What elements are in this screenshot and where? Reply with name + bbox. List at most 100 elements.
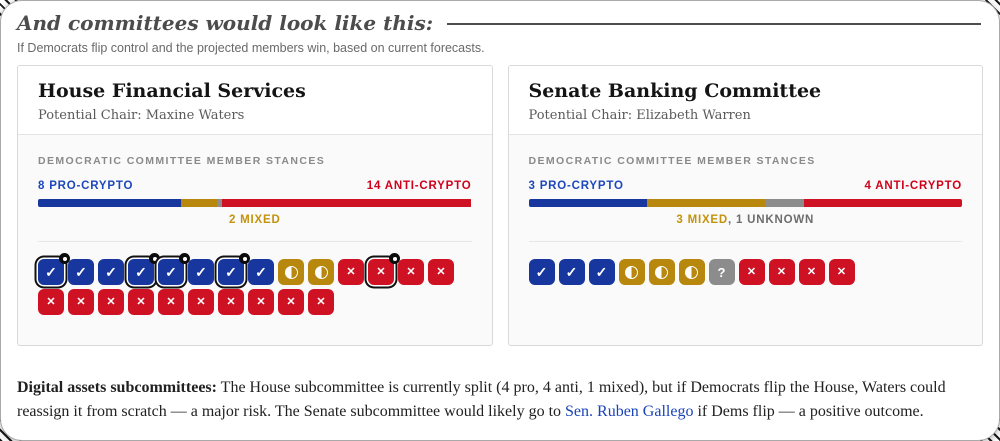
member-anti-icon[interactable]: ✕	[738, 259, 765, 285]
bar-segment-anti	[804, 199, 962, 207]
x-icon: ✕	[166, 295, 176, 308]
member-anti-icon[interactable]: ✕	[828, 259, 855, 285]
card-header: Senate Banking Committee Potential Chair…	[508, 66, 982, 135]
member-anti-icon[interactable]: ✕	[308, 289, 334, 315]
footnote-text-before-link: The House subcommittee is currently spli…	[17, 379, 946, 420]
member-anti-icon[interactable]: ✕	[38, 289, 64, 315]
check-icon: ✓	[255, 264, 267, 280]
member-icons-grid: ✓ ✓ ✓ ✓ ✓ ✓ ✓ ✓ ✕ ✕ ✕ ✕ ✕ ✕ ✕ ✕ ✕ ✕ ✕ ✕ ✕ ✕	[38, 253, 472, 315]
bar-segment-pro	[528, 199, 647, 207]
member-pro-icon[interactable]: ✓	[158, 253, 190, 285]
check-icon: ✓	[45, 264, 57, 280]
check-icon: ✓	[225, 264, 237, 280]
x-icon: ✕	[136, 295, 146, 308]
member-mixed-icon[interactable]	[678, 259, 705, 285]
member-anti-icon[interactable]: ✕	[798, 259, 825, 285]
member-anti-icon[interactable]: ✕	[278, 289, 304, 315]
pro-count-label: 8 PRO-CRYPTO	[38, 180, 134, 192]
bar-labels-row: 3 PRO-CRYPTO 4 ANTI-CRYPTO	[529, 180, 963, 192]
member-anti-icon[interactable]: ✕	[338, 259, 364, 285]
member-anti-icon[interactable]: ✕	[188, 289, 214, 315]
mixed-label-row: 3 MIXED, 1 UNKNOWN	[529, 214, 963, 226]
section-divider	[528, 241, 962, 242]
half-circle-icon	[314, 265, 328, 279]
member-pro-icon[interactable]: ✓	[128, 253, 160, 285]
x-icon: ✕	[836, 265, 847, 278]
bar-segment-mixed	[646, 199, 765, 207]
check-icon: ✓	[195, 264, 207, 280]
potential-chair-label: Potential Chair: Elizabeth Warren	[528, 108, 751, 123]
bar-labels-row: 8 PRO-CRYPTO 14 ANTI-CRYPTO	[38, 180, 472, 192]
x-icon: ✕	[406, 265, 416, 278]
member-mixed-icon[interactable]	[648, 259, 675, 285]
member-unknown-icon[interactable]: ?	[708, 259, 735, 285]
x-icon: ✕	[46, 295, 56, 308]
member-pro-icon[interactable]: ✓	[38, 253, 70, 285]
card-body: DEMOCRATIC COMMITTEE MEMBER STANCES 8 PR…	[18, 135, 492, 335]
bar-segment-anti	[221, 199, 472, 207]
member-anti-icon[interactable]: ✕	[128, 289, 154, 315]
member-anti-icon[interactable]: ✕	[98, 289, 124, 315]
member-anti-icon[interactable]: ✕	[768, 259, 795, 285]
flag-badge	[149, 253, 160, 264]
mixed-label-row: 2 MIXED	[38, 214, 472, 226]
committee-card: House Financial Services Potential Chair…	[17, 65, 493, 346]
section-subheading: If Democrats flip control and the projec…	[17, 41, 485, 55]
member-anti-icon[interactable]: ✕	[368, 253, 400, 285]
mixed-count-label: 2 MIXED	[228, 214, 281, 226]
check-icon: ✓	[75, 264, 87, 280]
x-icon: ✕	[436, 265, 446, 278]
member-pro-icon[interactable]: ✓	[188, 259, 214, 285]
member-pro-icon[interactable]: ✓	[218, 253, 250, 285]
section-heading-row: And committees would look like this:	[17, 11, 983, 36]
x-icon: ✕	[106, 295, 116, 308]
bar-segment-unknown	[764, 199, 805, 207]
member-pro-icon[interactable]: ✓	[248, 259, 274, 285]
x-icon: ✕	[376, 265, 386, 278]
x-icon: ✕	[286, 295, 296, 308]
footnote-lead: Digital assets subcommittees:	[17, 379, 217, 396]
footnote-text-after-link: if Dems flip — a positive outcome.	[693, 403, 924, 420]
committee-title: Senate Banking Committee	[528, 80, 822, 102]
flag-badge	[389, 253, 400, 264]
member-pro-icon[interactable]: ✓	[98, 259, 124, 285]
half-circle-icon	[685, 265, 698, 279]
member-anti-icon[interactable]: ✕	[428, 259, 454, 285]
section-heading: And committees would look like this:	[17, 11, 434, 35]
x-icon: ✕	[76, 295, 86, 308]
x-icon: ✕	[316, 295, 326, 308]
x-icon: ✕	[256, 295, 266, 308]
member-mixed-icon[interactable]	[278, 259, 304, 285]
x-icon: ✕	[346, 265, 356, 278]
member-anti-icon[interactable]: ✕	[248, 289, 274, 315]
member-pro-icon[interactable]: ✓	[68, 259, 94, 285]
x-icon: ✕	[196, 295, 206, 308]
member-anti-icon[interactable]: ✕	[68, 289, 94, 315]
member-anti-icon[interactable]: ✕	[218, 289, 244, 315]
bar-segment-mixed	[180, 199, 217, 207]
half-circle-icon	[655, 265, 668, 279]
check-icon: ✓	[105, 264, 117, 280]
member-pro-icon[interactable]: ✓	[528, 259, 555, 285]
bar-divider	[216, 199, 222, 207]
member-anti-icon[interactable]: ✕	[398, 259, 424, 285]
question-icon: ?	[717, 264, 726, 280]
member-anti-icon[interactable]: ✕	[158, 289, 184, 315]
bar-segment-pro	[38, 199, 181, 207]
flag-badge	[59, 253, 70, 264]
mixed-count-label: 3 MIXED	[676, 214, 728, 226]
member-mixed-icon[interactable]	[308, 259, 334, 285]
member-pro-icon[interactable]: ✓	[588, 259, 615, 285]
pro-count-label: 3 PRO-CRYPTO	[528, 180, 624, 192]
footnote: Digital assets subcommittees: The House …	[17, 376, 983, 424]
ruben-gallego-link[interactable]: Sen. Ruben Gallego	[565, 403, 694, 420]
heading-rule	[447, 22, 981, 25]
member-pro-icon[interactable]: ✓	[558, 259, 585, 285]
x-icon: ✕	[776, 265, 787, 278]
committee-title: House Financial Services	[38, 80, 306, 102]
committee-card: Senate Banking Committee Potential Chair…	[507, 65, 983, 346]
stance-stacked-bar	[528, 199, 962, 207]
member-mixed-icon[interactable]	[618, 259, 645, 285]
check-icon: ✓	[595, 264, 608, 280]
anti-count-label: 4 ANTI-CRYPTO	[864, 180, 962, 192]
